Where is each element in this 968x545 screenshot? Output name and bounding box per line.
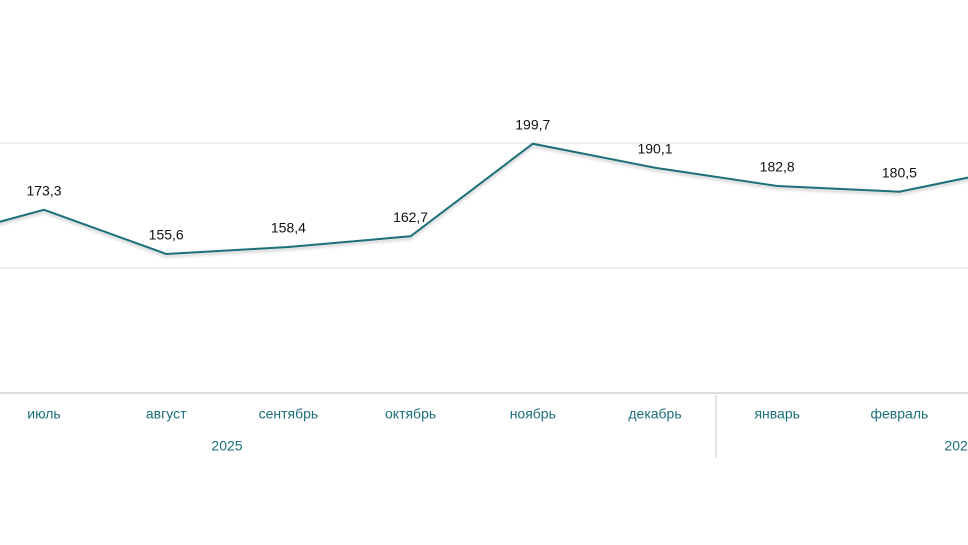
x-tick-label: август: [146, 406, 187, 422]
x-tick-label: февраль: [871, 406, 929, 422]
x-tick-label: сентябрь: [259, 406, 319, 422]
x-tick-label: январь: [754, 406, 799, 422]
line: [0, 142, 968, 256]
group-label: 2026: [944, 438, 968, 454]
data-label: 180,5: [882, 164, 917, 180]
data-label: 190,1: [637, 140, 672, 156]
data-label: 173,3: [26, 182, 61, 198]
data-label: 158,4: [271, 220, 306, 236]
x-tick-label: июль: [27, 406, 60, 422]
group-label: 2025: [211, 438, 242, 454]
data-label: 162,7: [393, 209, 428, 225]
x-tick-label: ноябрь: [510, 406, 556, 422]
x-tick-label: декабрь: [628, 406, 681, 422]
data-label: 199,7: [515, 116, 550, 132]
data-label: 182,8: [760, 159, 795, 175]
data-label: 155,6: [149, 227, 184, 243]
x-tick-label: октябрь: [385, 406, 436, 422]
